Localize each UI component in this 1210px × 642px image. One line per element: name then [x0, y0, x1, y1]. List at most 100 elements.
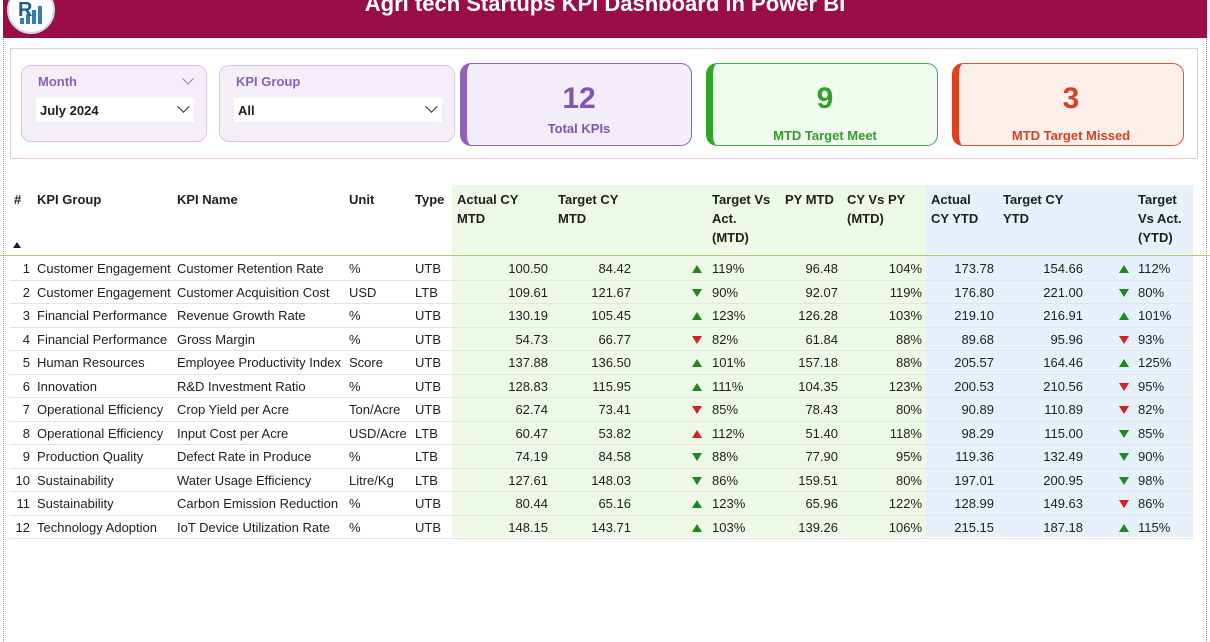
table-row[interactable]: 9 Production Quality Defect Rate in Produc…	[0, 445, 1210, 469]
cell-target-cy-ytd: 164.46	[1043, 355, 1083, 370]
col-header-target-vs-act-ytd[interactable]: Target Vs Act. (YTD)	[1138, 190, 1182, 247]
cell-actual-cy-ytd: 205.57	[954, 355, 994, 370]
cell-target-vs-act-ytd: 98%	[1138, 472, 1165, 488]
cell-target-vs-act-mtd: 82%	[712, 331, 739, 347]
table-row[interactable]: 11 Sustainability Carbon Emission Reductio…	[0, 492, 1210, 516]
triangle-down-icon	[692, 406, 702, 414]
cell-type: UTB	[415, 261, 441, 276]
cell-actual-cy-mtd: 127.61	[508, 472, 548, 488]
table-row[interactable]: 8 Operational Efficiency Input Cost per Ac…	[0, 422, 1210, 445]
header-line: (MTD)	[847, 211, 884, 226]
col-header-py-mtd[interactable]: PY MTD	[785, 190, 834, 209]
header-line: CY Vs PY	[847, 192, 906, 207]
mtd-target-meet-card: 9 MTD Target Meet	[706, 63, 938, 146]
col-header-kpi-name[interactable]: KPI Name	[177, 192, 238, 207]
col-header-type[interactable]: Type	[415, 192, 445, 207]
kpi-group-slicer: KPI Group All	[219, 65, 455, 142]
col-header-actual-cy-mtd[interactable]: Actual CY MTD	[457, 190, 518, 228]
triangle-down-icon	[692, 453, 702, 461]
cell-num: 2	[22, 284, 30, 300]
cell-py-mtd: 92.07	[805, 284, 838, 300]
row-divider	[10, 303, 1193, 304]
slicer-collapse-icon[interactable]	[182, 73, 194, 85]
cell-target-vs-act-ytd: 90%	[1138, 449, 1165, 464]
cell-kpi-group: Innovation	[37, 378, 97, 394]
cell-target-cy-ytd: 221.00	[1043, 284, 1083, 300]
header-line: MTD	[558, 211, 587, 226]
header-line: YTD	[1003, 211, 1029, 226]
col-header-unit[interactable]: Unit	[349, 192, 375, 207]
cell-actual-cy-ytd: 173.78	[954, 261, 994, 276]
cell-target-cy-ytd: 95.96	[1050, 331, 1083, 347]
col-header-kpi-group[interactable]: KPI Group	[37, 192, 102, 207]
report-frame	[3, 0, 1207, 642]
cell-target-cy-ytd: 110.89	[1044, 402, 1083, 417]
cell-actual-cy-ytd: 98.29	[961, 425, 994, 441]
cell-unit: %	[349, 519, 361, 535]
header-line: Target Vs	[712, 192, 771, 207]
triangle-up-icon	[692, 312, 702, 320]
header-line: Target CY	[1003, 192, 1064, 207]
mtd-target-meet-value: 9	[816, 82, 834, 115]
header-line: Target	[1138, 192, 1177, 207]
table-row[interactable]: 10 Sustainability Water Usage Efficiency Li…	[0, 469, 1210, 492]
cell-cy-vs-py-mtd: 103%	[888, 308, 922, 323]
cell-actual-cy-mtd: 80.44	[515, 496, 548, 511]
table-row[interactable]: 6 Innovation R&D Investment Ratio% UTB 128.8…	[0, 375, 1210, 398]
cell-kpi-name: Gross Margin	[177, 331, 256, 347]
sort-ascending-icon[interactable]	[13, 242, 21, 248]
cell-num: 5	[22, 355, 30, 370]
header-line: Act.	[712, 211, 737, 226]
col-header-cy-vs-py-mtd[interactable]: CY Vs PY (MTD)	[847, 190, 905, 228]
col-header-actual-cy-ytd[interactable]: Actual CY YTD	[931, 190, 978, 228]
cell-cy-vs-py-mtd: 119%	[889, 284, 922, 300]
table-row[interactable]: 5 Human Resources Employee Productivity In…	[0, 351, 1210, 375]
row-divider	[10, 279, 1193, 281]
cell-kpi-group: Technology Adoption	[37, 519, 157, 535]
table-row[interactable]: 12 Technology Adoption IoT Device Utilizat…	[0, 516, 1210, 539]
cell-target-cy-mtd: 84.58	[598, 449, 631, 464]
triangle-down-icon	[692, 335, 702, 344]
cell-type: UTB	[415, 402, 441, 417]
triangle-down-icon	[1119, 382, 1129, 391]
cell-kpi-name: Customer Retention Rate	[177, 261, 324, 276]
col-header-num[interactable]: #	[14, 192, 22, 207]
col-header-target-vs-act-mtd[interactable]: Target Vs Act. (MTD)	[712, 190, 770, 247]
cell-actual-cy-mtd: 128.83	[508, 378, 548, 394]
cell-actual-cy-mtd: 148.15	[508, 519, 548, 535]
col-header-target-cy-mtd[interactable]: Target CY MTD	[558, 190, 618, 228]
cell-py-mtd: 77.90	[805, 449, 838, 464]
cell-py-mtd: 104.35	[798, 378, 838, 394]
header-line: MTD	[457, 211, 486, 226]
col-header-target-cy-ytd[interactable]: Target CY YTD	[1003, 190, 1063, 228]
header-line: Actual CY	[457, 192, 519, 207]
table-row[interactable]: 7 Operational Efficiency Crop Yield per Ac…	[0, 398, 1210, 422]
cell-kpi-group: Customer Engagement	[37, 261, 171, 276]
cell-target-cy-mtd: 143.71	[591, 519, 631, 535]
kpi-group-dropdown[interactable]: All	[234, 98, 442, 122]
triangle-up-icon	[692, 429, 702, 438]
cell-target-cy-mtd: 148.03	[591, 472, 631, 488]
row-divider	[10, 397, 1193, 398]
triangle-up-icon	[692, 500, 702, 508]
table-row[interactable]: 3 Financial Performance Revenue Growth Rat…	[0, 304, 1210, 328]
cell-unit: %	[349, 449, 361, 464]
cell-target-vs-act-mtd: 85%	[712, 402, 739, 417]
table-row[interactable]: 2 Customer Engagement Customer Acquisition…	[0, 281, 1210, 304]
cell-unit: %	[349, 496, 361, 511]
triangle-down-icon	[1119, 429, 1129, 438]
cell-type: UTB	[415, 308, 441, 323]
cell-actual-cy-mtd: 130.19	[508, 308, 548, 323]
table-row[interactable]: 1 Customer Engagement Customer Retention R…	[0, 257, 1210, 281]
month-dropdown[interactable]: July 2024	[36, 98, 194, 122]
table-row[interactable]: 4 Financial Performance Gross Margin% UTB 54…	[0, 328, 1210, 351]
cell-cy-vs-py-mtd: 80%	[895, 402, 922, 417]
cell-type: LTB	[415, 449, 438, 464]
month-slicer-label: Month	[38, 74, 77, 89]
cell-num: 10	[15, 472, 30, 488]
title-bar: Agri tech Startups KPI Dashboard in Powe…	[3, 0, 1207, 38]
cell-target-cy-mtd: 115.95	[592, 378, 631, 394]
cell-type: UTB	[415, 378, 441, 394]
cell-target-cy-mtd: 66.77	[598, 331, 631, 347]
chevron-down-icon	[177, 100, 190, 113]
